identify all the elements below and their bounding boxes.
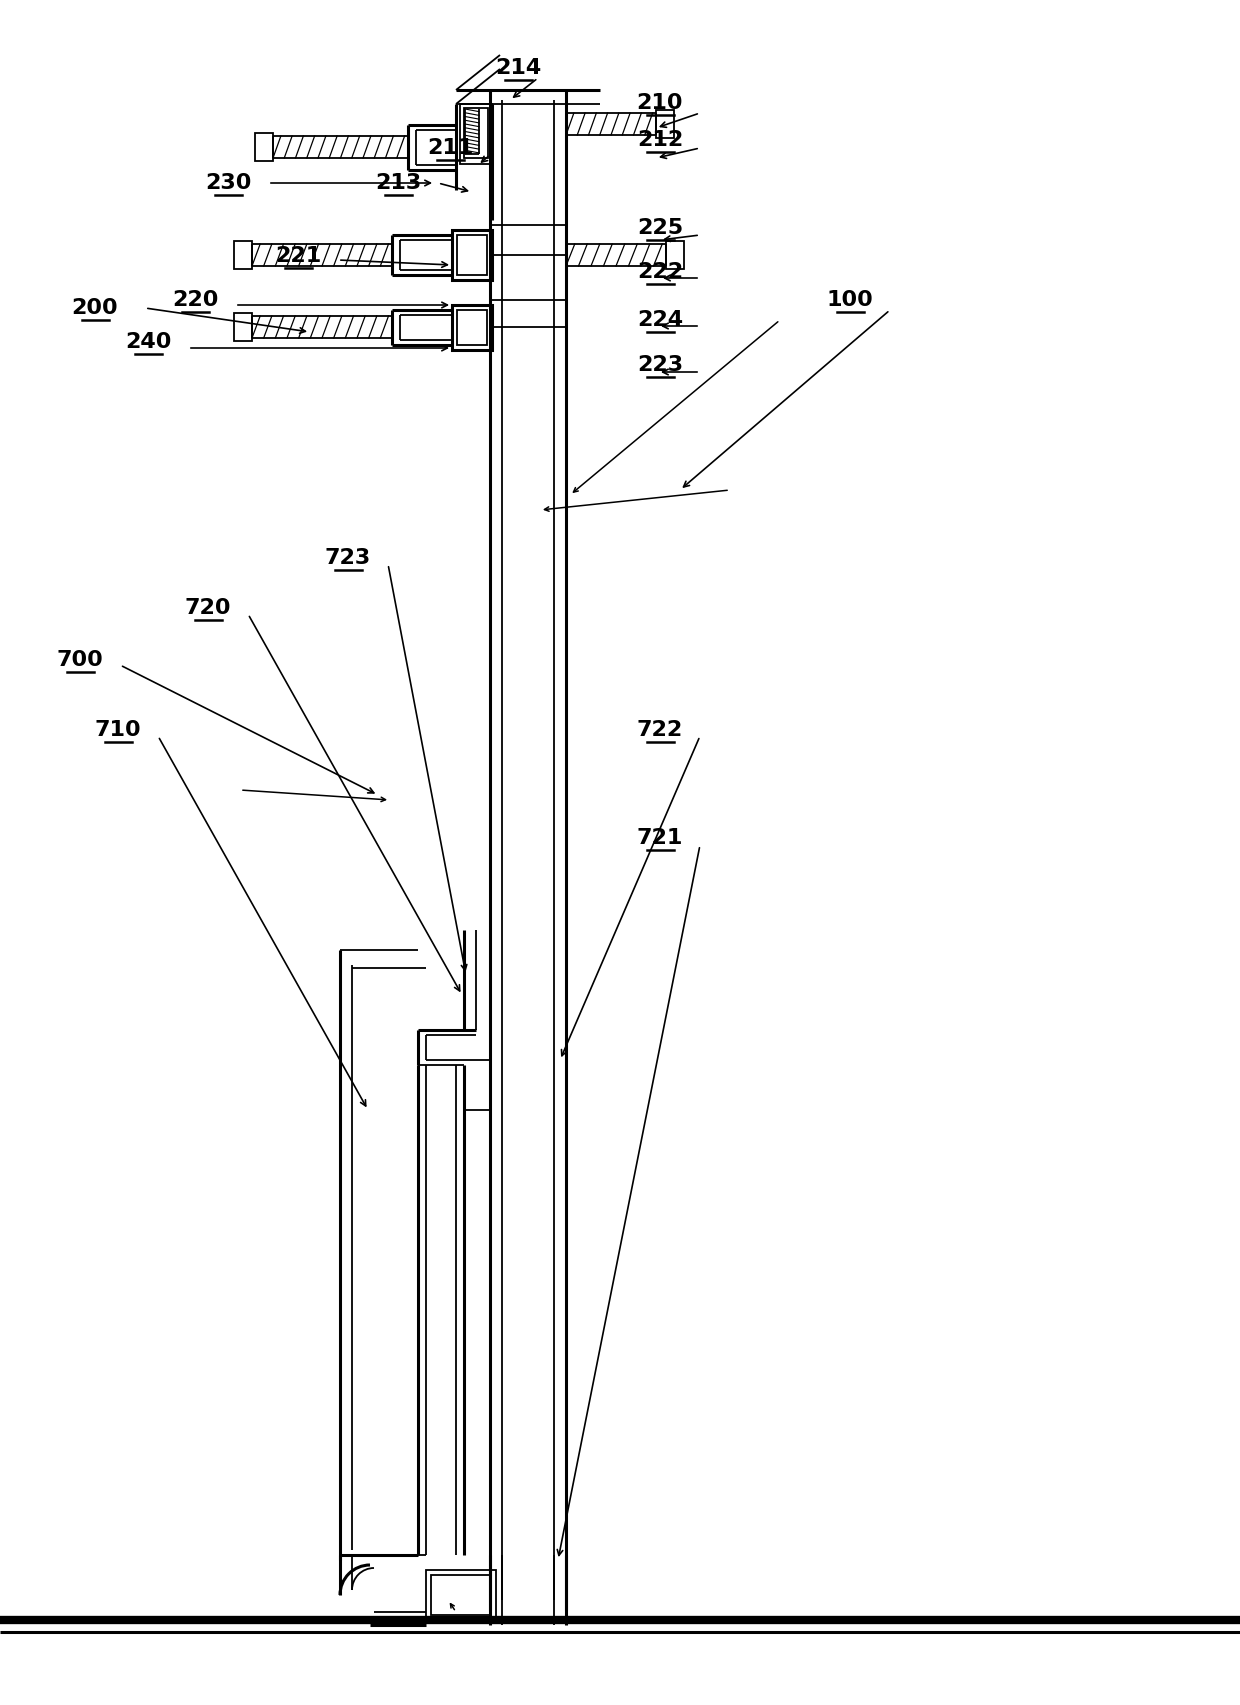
Text: 723: 723	[325, 547, 371, 568]
Text: 210: 210	[637, 94, 683, 113]
Text: 221: 221	[275, 246, 321, 266]
Text: 224: 224	[637, 310, 683, 331]
Text: 100: 100	[827, 290, 873, 310]
Text: 211: 211	[427, 138, 474, 159]
Bar	[666, 240, 684, 269]
Text: 214: 214	[495, 58, 541, 78]
Text: 222: 222	[637, 263, 683, 281]
Text: 721: 721	[637, 829, 683, 847]
Bar	[453, 305, 492, 350]
Text: 710: 710	[94, 720, 141, 740]
Bar	[464, 107, 489, 159]
Text: 240: 240	[125, 332, 171, 351]
Text: 220: 220	[172, 290, 218, 310]
Bar	[656, 111, 675, 138]
Bar	[460, 104, 492, 164]
Bar	[453, 230, 492, 280]
Bar	[427, 1570, 496, 1620]
Text: 223: 223	[637, 355, 683, 375]
Text: 722: 722	[637, 720, 683, 740]
Text: 225: 225	[637, 218, 683, 239]
Text: 700: 700	[57, 650, 103, 670]
Text: 212: 212	[637, 130, 683, 150]
Text: 213: 213	[374, 172, 422, 193]
Bar	[458, 235, 487, 275]
Text: 230: 230	[205, 172, 252, 193]
Text: 200: 200	[72, 298, 118, 319]
Bar	[234, 314, 252, 341]
Text: 720: 720	[185, 598, 231, 617]
Bar	[432, 1575, 491, 1615]
Bar	[255, 133, 273, 160]
Bar	[458, 310, 487, 344]
Bar	[234, 240, 252, 269]
